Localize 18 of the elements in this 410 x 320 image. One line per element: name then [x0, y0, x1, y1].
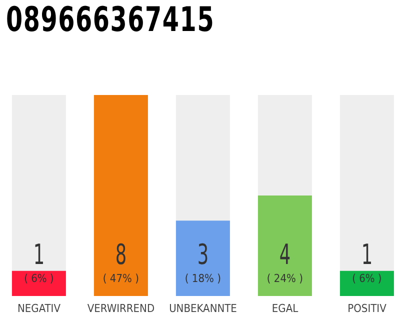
- x-tick-label: VERWIRREND: [87, 302, 155, 315]
- x-tick-label: NEGATIV: [18, 302, 61, 315]
- bar: [12, 270, 66, 296]
- data-label: 1: [33, 238, 45, 271]
- x-tick-label: UNBEKANNTE: [169, 302, 237, 315]
- annotation: ( 6% ): [24, 272, 54, 285]
- annotation: ( 6% ): [352, 272, 382, 285]
- annotation: ( 47% ): [102, 272, 140, 285]
- x-tick-label: EGAL: [272, 302, 299, 315]
- data-label: 4: [279, 238, 291, 271]
- data-label: 3: [197, 238, 209, 271]
- data-label: 8: [115, 238, 127, 271]
- bar: [340, 270, 394, 296]
- data-label: 1: [361, 238, 373, 271]
- annotation: ( 24% ): [266, 272, 304, 285]
- annotation: ( 18% ): [184, 272, 222, 285]
- chart-title: 089666367415: [6, 0, 215, 40]
- x-tick-label: POSITIV: [348, 302, 387, 315]
